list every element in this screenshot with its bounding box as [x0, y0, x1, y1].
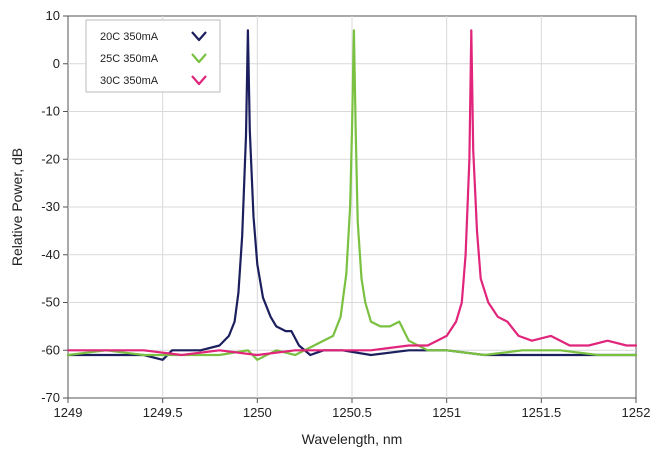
series-line-2 [66, 29, 638, 361]
legend-label: 25C 350mA [100, 53, 159, 65]
x-tick-label: 1251.5 [521, 405, 561, 420]
series-line-3 [66, 29, 638, 357]
y-tick-label: -30 [41, 199, 60, 214]
x-tick-label: 1250 [243, 405, 272, 420]
x-tick-label: 1249.5 [143, 405, 183, 420]
legend-box [85, 19, 221, 93]
legend-swatch [191, 31, 207, 42]
y-tick-label: -40 [41, 247, 60, 262]
x-tick-label: 1249 [54, 405, 83, 420]
y-axis-title: Relative Power, dB [9, 148, 25, 266]
y-tick-label: -70 [41, 390, 60, 405]
y-axis-ticks: 10 0 -10 -20 -30 -40 -50 -60 -70 [41, 8, 68, 405]
y-tick-label: -20 [41, 151, 60, 166]
legend-item-1[interactable]: 20C 350mA [100, 31, 207, 43]
series-lines [66, 29, 638, 361]
x-axis-ticks: 1249 1249.5 1250 1250.5 1251 1251.5 1252 [54, 398, 651, 420]
x-tick-label: 1252 [622, 405, 651, 420]
y-tick-label: 0 [53, 56, 60, 71]
legend-swatch [191, 53, 207, 64]
y-tick-label: -50 [41, 295, 60, 310]
legend-swatch [191, 75, 207, 86]
legend-label: 30C 350mA [100, 75, 159, 87]
y-tick-label: -10 [41, 104, 60, 119]
legend-item-2[interactable]: 25C 350mA [100, 53, 207, 65]
legend-label: 20C 350mA [100, 31, 159, 43]
x-tick-label: 1250.5 [332, 405, 372, 420]
y-tick-label: 10 [46, 8, 60, 23]
legend[interactable]: 20C 350mA 25C 350mA 30C 350mA [85, 19, 221, 93]
legend-item-3[interactable]: 30C 350mA [100, 75, 207, 87]
x-tick-label: 1251 [432, 405, 461, 420]
x-axis-title: Wavelength, nm [302, 431, 403, 447]
y-tick-label: -60 [41, 342, 60, 357]
